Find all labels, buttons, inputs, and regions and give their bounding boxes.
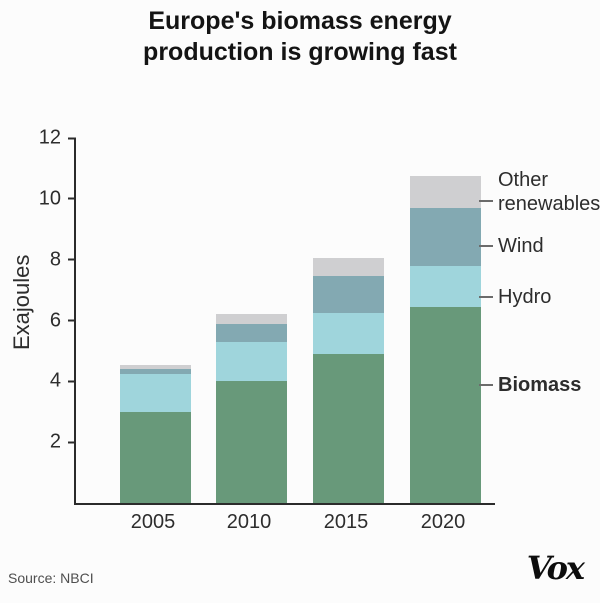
bar-segment-2020-wind bbox=[409, 207, 481, 266]
chart-plot-area: 2 4 6 8 10 12 bbox=[39, 127, 495, 505]
x-label-2020: 2020 bbox=[420, 511, 466, 533]
y-tick-mark bbox=[68, 380, 76, 383]
x-label-2015: 2015 bbox=[323, 511, 369, 533]
x-label-2005: 2005 bbox=[130, 511, 176, 533]
bar-segment-2005-other-renewables bbox=[119, 364, 191, 370]
y-tick-mark bbox=[68, 197, 76, 200]
leader-line-other-renewables bbox=[479, 200, 493, 202]
series-label-biomass: Biomass bbox=[498, 374, 582, 396]
y-tick-12: 12 bbox=[35, 127, 76, 150]
bar-segment-2015-other-renewables bbox=[312, 258, 384, 277]
bar-segment-2020-biomass bbox=[409, 306, 481, 503]
y-tick-mark bbox=[68, 441, 76, 444]
y-tick-label: 8 bbox=[49, 248, 61, 271]
bar-segment-2005-wind bbox=[119, 369, 191, 374]
y-tick-mark bbox=[68, 258, 76, 261]
series-label-other-renewables: Other renewables bbox=[498, 169, 600, 215]
y-tick-10: 10 bbox=[35, 187, 76, 210]
y-tick-8: 8 bbox=[35, 248, 76, 271]
bar-segment-2010-wind bbox=[215, 323, 287, 342]
bar-segment-2015-hydro bbox=[312, 312, 384, 354]
y-tick-6: 6 bbox=[35, 309, 76, 332]
bar-segment-2005-hydro bbox=[119, 373, 191, 412]
bar-segment-2020-other-renewables bbox=[409, 176, 481, 208]
y-tick-label: 10 bbox=[38, 187, 61, 210]
bar-2020 bbox=[409, 176, 481, 503]
bar-segment-2015-wind bbox=[312, 276, 384, 313]
bar-2010 bbox=[215, 314, 287, 503]
y-tick-mark bbox=[68, 137, 76, 139]
vox-logo: Vox bbox=[526, 549, 585, 587]
y-tick-label: 4 bbox=[49, 369, 61, 392]
bar-segment-2020-hydro bbox=[409, 265, 481, 307]
series-label-hydro: Hydro bbox=[498, 286, 552, 308]
bar-segment-2010-hydro bbox=[215, 341, 287, 382]
y-tick-2: 2 bbox=[35, 431, 76, 454]
bar-segment-2010-other-renewables bbox=[215, 314, 287, 324]
y-tick-label: 6 bbox=[49, 309, 61, 331]
chart-title: Europe's biomass energy production is gr… bbox=[0, 6, 600, 68]
bar-segment-2015-biomass bbox=[312, 353, 384, 503]
bar-segment-2010-biomass bbox=[215, 381, 287, 503]
x-label-2010: 2010 bbox=[226, 511, 272, 533]
y-axis-label: Exajoules bbox=[9, 254, 34, 350]
bar-2015 bbox=[312, 258, 384, 503]
leader-line-wind bbox=[479, 245, 493, 247]
y-tick-label: 12 bbox=[38, 126, 61, 149]
series-label-wind: Wind bbox=[498, 235, 544, 257]
bar-2005 bbox=[119, 364, 191, 503]
chart-title-text: Europe's biomass energy production is gr… bbox=[143, 7, 457, 66]
y-tick-label: 2 bbox=[49, 430, 61, 453]
leader-line-hydro bbox=[479, 296, 493, 298]
y-tick-mark bbox=[68, 319, 76, 322]
y-tick-4: 4 bbox=[35, 370, 76, 393]
bar-segment-2005-biomass bbox=[119, 411, 191, 503]
leader-line-biomass bbox=[479, 384, 493, 386]
source-credit: Source: NBCI bbox=[8, 570, 94, 586]
